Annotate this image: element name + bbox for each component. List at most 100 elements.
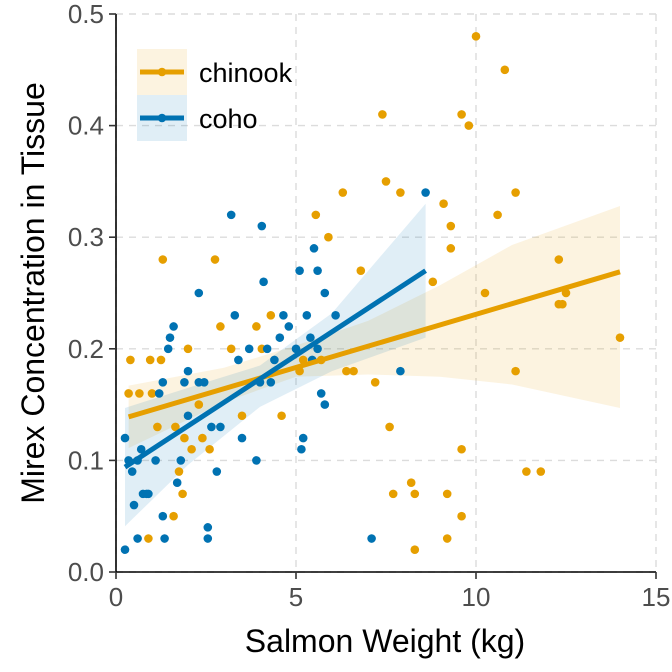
chinook-point xyxy=(410,545,420,554)
coho-point xyxy=(306,333,315,342)
chinook-point xyxy=(171,422,180,432)
chinook-point xyxy=(615,333,625,342)
coho-legend-point xyxy=(157,113,167,123)
chinook-point xyxy=(194,400,204,409)
coho-point xyxy=(133,534,142,543)
coho-point xyxy=(212,467,222,476)
coho-point xyxy=(158,511,168,521)
coho-point xyxy=(252,456,261,465)
coho-point xyxy=(151,456,160,465)
coho-point xyxy=(180,377,189,387)
x-tick-label: 0 xyxy=(109,582,123,612)
legend: chinook coho xyxy=(137,49,293,141)
chinook-point xyxy=(446,221,456,231)
chinook-point xyxy=(174,467,184,476)
chinook-point xyxy=(464,121,474,130)
chinook-point xyxy=(277,411,286,421)
chinook-point xyxy=(266,311,276,320)
chinook-point xyxy=(428,277,438,287)
coho-point xyxy=(262,344,272,354)
chinook-point xyxy=(554,255,564,264)
chinook-point xyxy=(511,366,520,376)
coho-point xyxy=(320,400,330,409)
chinook-point xyxy=(205,444,214,454)
coho-point xyxy=(396,366,405,376)
chinook-point xyxy=(169,511,178,521)
coho-point xyxy=(203,523,213,532)
chinook-point xyxy=(147,389,157,398)
coho-point xyxy=(127,467,137,476)
x-tick-label: 15 xyxy=(642,582,671,612)
chinook-point xyxy=(135,389,144,398)
chinook-point xyxy=(226,344,236,354)
coho-point xyxy=(120,545,130,554)
y-tick-label: 0.3 xyxy=(68,222,104,252)
chinook-point xyxy=(210,255,220,264)
chinook-point xyxy=(480,288,490,298)
coho-point xyxy=(207,422,216,432)
coho-point xyxy=(257,221,267,231)
chinook-point xyxy=(457,511,466,521)
chinook-point xyxy=(442,534,452,543)
coho-point xyxy=(176,456,186,465)
coho-point xyxy=(199,377,209,387)
coho-point xyxy=(320,288,330,298)
coho-point xyxy=(275,333,285,342)
chinook-point xyxy=(183,344,193,354)
axes: 0 5 10 15 0.0 0.1 0.2 0.3 0.4 0.5 xyxy=(68,0,671,612)
coho-point xyxy=(183,366,193,376)
chinook-point xyxy=(187,444,196,454)
chinook-point xyxy=(237,411,247,421)
chinook-legend-point xyxy=(157,67,167,77)
chinook-point xyxy=(145,355,155,365)
chinook-point xyxy=(385,422,394,432)
coho-point xyxy=(331,311,340,320)
coho-point xyxy=(226,210,236,220)
chinook-point xyxy=(311,210,321,220)
coho-legend-label: coho xyxy=(199,104,258,134)
chinook-point xyxy=(153,422,162,432)
chinook-point xyxy=(500,65,510,75)
coho-trend-line xyxy=(123,268,427,470)
coho-point xyxy=(163,344,173,354)
trend-lines xyxy=(123,268,621,470)
chinook-point xyxy=(338,188,348,197)
chinook-point xyxy=(178,489,187,499)
coho-point xyxy=(259,277,268,287)
chinook-point xyxy=(457,444,466,454)
chinook-point xyxy=(144,534,153,543)
coho-point xyxy=(169,322,178,331)
coho-point xyxy=(230,311,240,320)
chinook-point xyxy=(381,177,391,186)
y-tick-label: 0.4 xyxy=(68,111,104,141)
chinook-point xyxy=(349,366,358,376)
coho-point xyxy=(297,444,306,454)
coho-point xyxy=(244,344,254,354)
coho-point xyxy=(313,344,322,354)
x-tick-label: 5 xyxy=(289,582,303,612)
coho-point xyxy=(120,433,130,443)
chinook-point xyxy=(442,489,452,499)
chinook-point xyxy=(324,232,333,242)
chinook-point xyxy=(216,322,225,331)
chinook-point xyxy=(370,377,380,387)
chinook-point xyxy=(406,478,416,488)
chinook-point xyxy=(536,467,546,476)
coho-point xyxy=(298,433,308,443)
chinook-point xyxy=(158,255,168,264)
coho-point xyxy=(154,389,164,398)
coho-point xyxy=(279,311,288,320)
chinook-point xyxy=(457,110,466,119)
y-axis-title: Mirex Concentration in Tissue xyxy=(15,82,51,504)
confidence-bands xyxy=(125,203,620,527)
coho-point xyxy=(284,322,294,331)
coho-point xyxy=(237,433,247,443)
y-tick-label: 0.5 xyxy=(68,0,104,29)
chinook-point xyxy=(126,355,135,365)
coho-point xyxy=(367,534,376,543)
chinook-point xyxy=(388,489,398,499)
x-axis-title: Salmon Weight (kg) xyxy=(245,623,525,659)
coho-point xyxy=(309,244,319,253)
chinook-point xyxy=(342,366,351,376)
chinook-confidence-band xyxy=(128,205,620,449)
